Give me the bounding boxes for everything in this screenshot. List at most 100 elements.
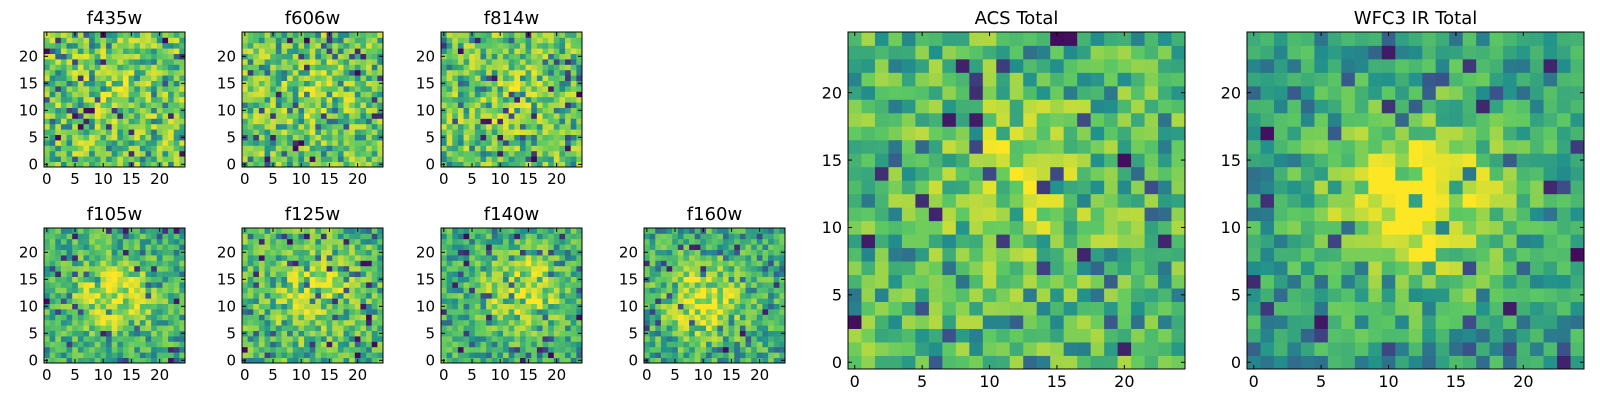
heatmap-cell — [722, 255, 729, 261]
heatmap-cell — [77, 123, 84, 130]
heatmap-cell — [106, 336, 113, 342]
heatmap-cell — [162, 86, 169, 92]
heatmap-cell — [1158, 247, 1172, 262]
heatmap-cell — [1171, 342, 1186, 356]
heatmap-cell — [565, 53, 572, 60]
y-tick-label: 5 — [425, 129, 435, 147]
heatmap-cell — [745, 303, 752, 310]
heatmap-cell — [173, 357, 180, 364]
heatmap-cell — [553, 80, 560, 87]
heatmap-cell — [377, 228, 384, 234]
heatmap-cell — [275, 75, 282, 81]
heatmap-cell — [145, 107, 152, 114]
heatmap-cell — [531, 86, 538, 92]
heatmap-cell — [553, 336, 560, 342]
heatmap-cell — [117, 325, 124, 331]
heatmap-cell — [548, 140, 555, 146]
heatmap-cell — [514, 255, 521, 261]
heatmap-cell — [677, 357, 684, 364]
heatmap-cell — [463, 123, 470, 130]
heatmap-cell — [287, 228, 294, 234]
heatmap-cell — [553, 140, 560, 146]
heatmap-cell — [162, 260, 169, 267]
heatmap-cell — [83, 330, 90, 337]
heatmap-cell — [463, 64, 470, 71]
heatmap-cell — [83, 91, 90, 98]
heatmap-cell — [722, 276, 729, 283]
heatmap-cell — [649, 314, 656, 321]
heatmap-cell — [446, 260, 453, 267]
heatmap-cell — [343, 271, 350, 277]
heatmap-cell — [644, 287, 651, 294]
heatmap-cell — [519, 140, 526, 146]
heatmap-cell — [491, 42, 498, 49]
heatmap-cell — [304, 161, 311, 168]
heatmap-cell — [942, 288, 957, 302]
heatmap-cell — [457, 255, 464, 261]
heatmap-cell — [60, 32, 67, 38]
heatmap-cell — [168, 91, 175, 98]
heatmap-cell — [122, 282, 129, 288]
heatmap-cell — [281, 96, 288, 103]
heatmap-cell — [360, 249, 367, 256]
heatmap-cell — [100, 80, 107, 87]
heatmap-cell — [536, 276, 543, 283]
heatmap-cell — [128, 134, 135, 141]
heatmap-cell — [683, 260, 690, 267]
heatmap-cell — [139, 123, 146, 130]
heatmap-cell — [156, 238, 163, 245]
heatmap-cell — [247, 255, 254, 261]
heatmap-cell — [60, 325, 67, 331]
heatmap-cell — [497, 309, 504, 315]
heatmap-cell — [292, 102, 299, 108]
heatmap-cell — [734, 330, 741, 337]
heatmap-cell — [281, 244, 288, 250]
heatmap-cell — [264, 282, 271, 288]
heatmap-cell — [660, 319, 667, 326]
heatmap-cell — [888, 193, 903, 208]
heatmap-cell — [503, 86, 510, 92]
heatmap-cell — [570, 238, 577, 245]
heatmap-cell — [309, 75, 316, 81]
heatmap-cell — [354, 287, 361, 294]
heatmap-cell — [1117, 180, 1132, 195]
heatmap-cell — [525, 91, 532, 98]
heatmap-cell — [677, 298, 684, 304]
heatmap-cell — [258, 86, 265, 92]
heatmap-cell — [474, 319, 481, 326]
heatmap-cell — [253, 276, 260, 283]
heatmap-cell — [446, 249, 453, 256]
heatmap-cell — [745, 271, 752, 277]
heatmap-cell — [491, 287, 498, 294]
heatmap-cell — [486, 129, 493, 135]
heatmap-cell — [117, 244, 124, 250]
heatmap-cell — [145, 255, 152, 261]
heatmap-cell — [139, 107, 146, 114]
heatmap-cell — [77, 255, 84, 261]
heatmap-cell — [242, 238, 249, 245]
heatmap-cell — [83, 265, 90, 272]
heatmap-cell — [49, 134, 56, 141]
heatmap-cell — [542, 32, 549, 38]
heatmap-cell — [366, 238, 373, 245]
heatmap-cell — [106, 37, 113, 44]
x-tick-label: 0 — [642, 366, 652, 384]
heatmap-cell — [519, 282, 526, 288]
heatmap-cell — [773, 238, 780, 245]
heatmap-cell — [122, 336, 129, 342]
heatmap-cell — [94, 228, 101, 234]
heatmap-cell — [309, 271, 316, 277]
x-tick-label: 5 — [268, 366, 278, 384]
heatmap-cell — [145, 59, 152, 65]
heatmap-cell — [253, 37, 260, 44]
y-tick-label: 10 — [19, 298, 38, 316]
heatmap-cell — [354, 86, 361, 92]
heatmap-cell — [480, 150, 487, 157]
heatmap-cell — [536, 42, 543, 49]
y-tick-label: 20 — [19, 48, 38, 66]
heatmap-cell — [83, 325, 90, 331]
heatmap-cell — [441, 140, 448, 146]
heatmap-cell — [83, 357, 90, 364]
heatmap-cell — [168, 298, 175, 304]
heatmap-cell — [928, 315, 943, 329]
